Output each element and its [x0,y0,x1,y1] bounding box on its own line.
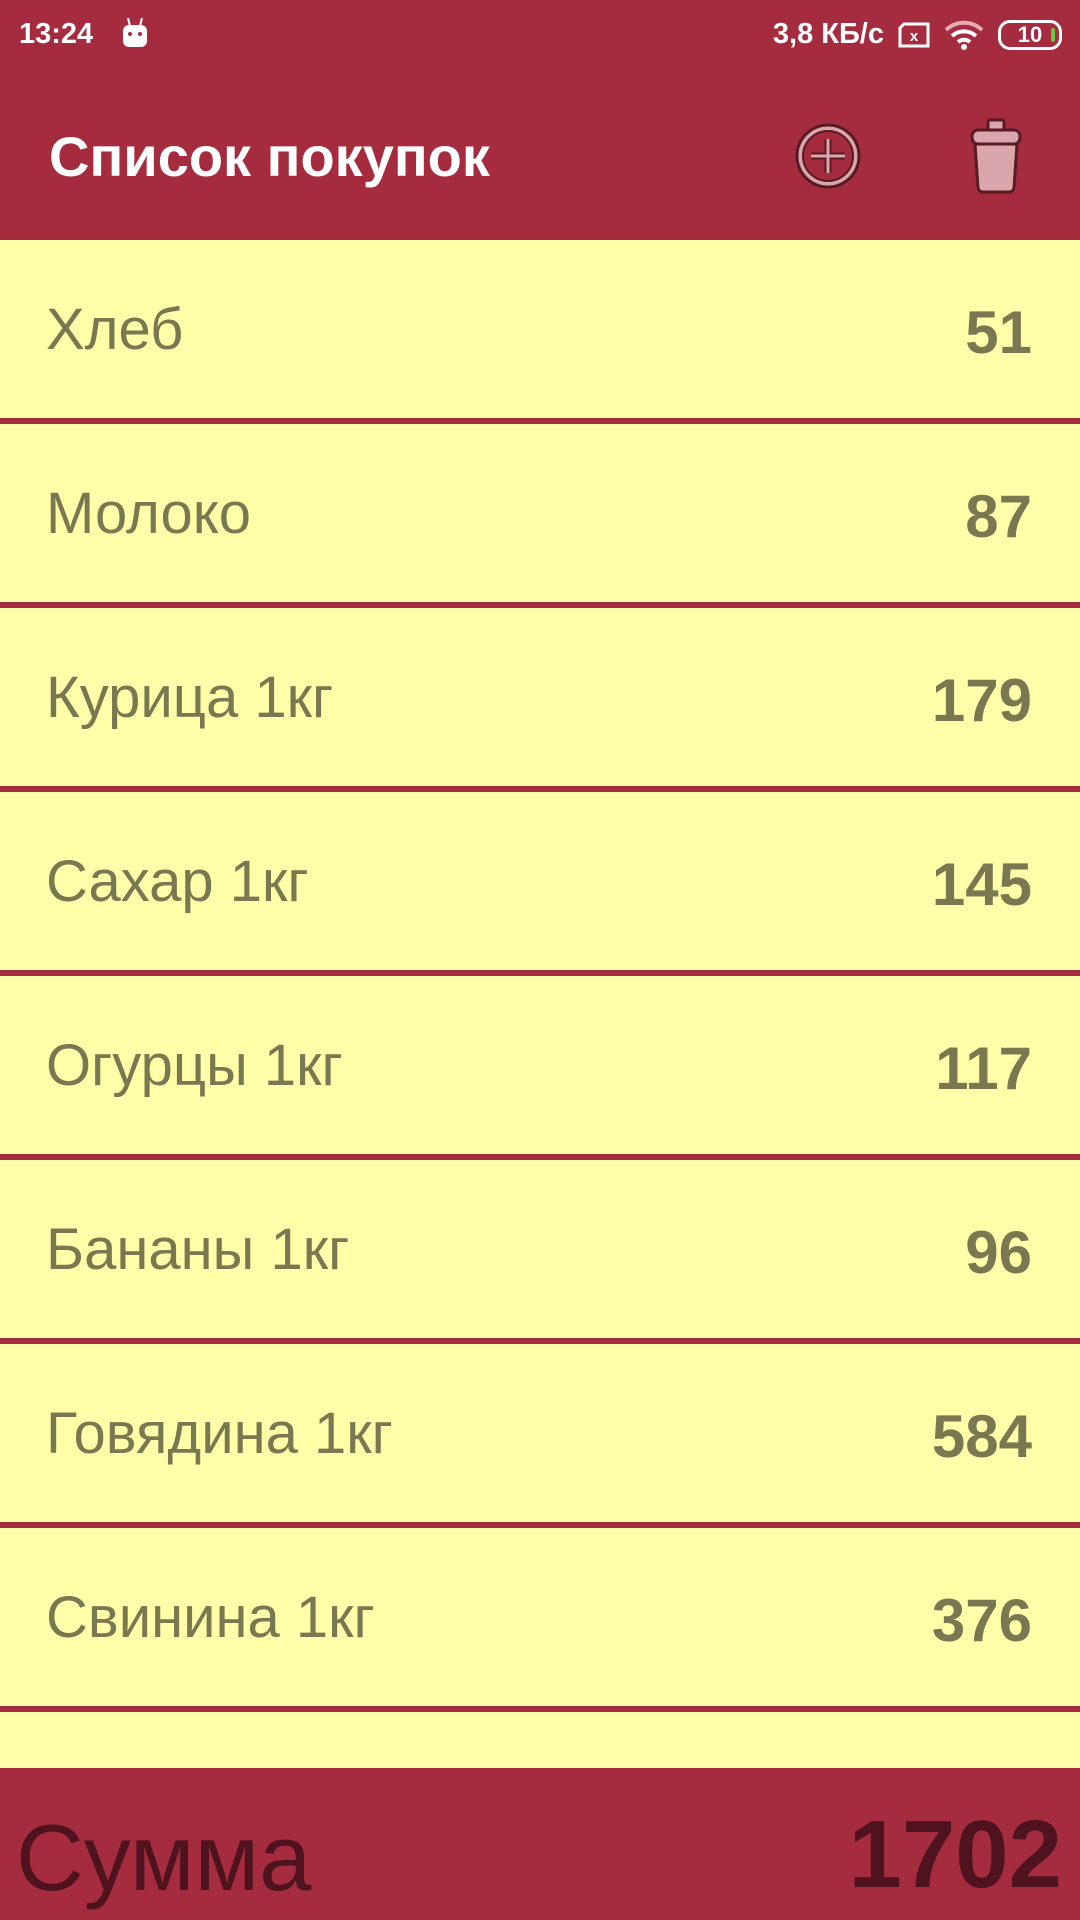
item-name: Молоко [46,481,251,546]
no-sim-icon: x [898,22,930,47]
android-notification-icon [123,18,147,47]
total-bar: Сумма 1702 [0,1768,1080,1920]
item-price: 87 [965,483,1032,550]
item-name: Курица 1кг [46,665,334,730]
network-speed: 3,8 КБ/с [772,18,884,50]
item-price: 96 [965,1219,1032,1286]
list-item[interactable]: Сахар 1кг 145 [0,792,1080,976]
item-price: 145 [931,851,1032,918]
item-name: Огурцы 1кг [46,1033,343,1098]
status-bar: 13:24 3,8 КБ/с x 10 [0,0,1080,72]
battery-icon: 10 [998,19,1062,50]
wifi-icon [944,20,984,50]
total-label: Сумма [16,1805,312,1910]
item-name: Бананы 1кг [46,1217,350,1282]
status-time: 13:24 [19,18,94,50]
app-toolbar: Список покупок [0,72,1080,240]
item-price: 584 [931,1403,1032,1470]
page-title: Список покупок [49,125,490,188]
delete-all-button[interactable] [956,116,1036,196]
battery-level: 10 [1017,21,1043,47]
item-price: 179 [931,667,1032,734]
list-item[interactable]: Хлеб 51 [0,240,1080,424]
add-item-button[interactable] [788,116,868,196]
plus-circle-icon [795,123,861,189]
list-item[interactable]: Бананы 1кг 96 [0,1160,1080,1344]
list-item[interactable]: Молоко 87 [0,424,1080,608]
total-value: 1702 [848,1801,1062,1908]
item-name: Говядина 1кг [46,1401,393,1466]
item-price: 376 [931,1587,1032,1654]
list-item[interactable]: Курица 1кг 179 [0,608,1080,792]
svg-text:x: x [910,28,919,45]
list-item[interactable]: Свинина 1кг 376 [0,1528,1080,1712]
trash-icon [970,118,1022,194]
list-item[interactable]: Говядина 1кг 584 [0,1344,1080,1528]
list-item[interactable]: Огурцы 1кг 117 [0,976,1080,1160]
item-name: Сахар 1кг [46,849,309,914]
item-price: 117 [935,1035,1032,1102]
item-name: Хлеб [46,297,184,362]
item-name: Свинина 1кг [46,1585,375,1650]
item-price: 51 [965,299,1032,366]
